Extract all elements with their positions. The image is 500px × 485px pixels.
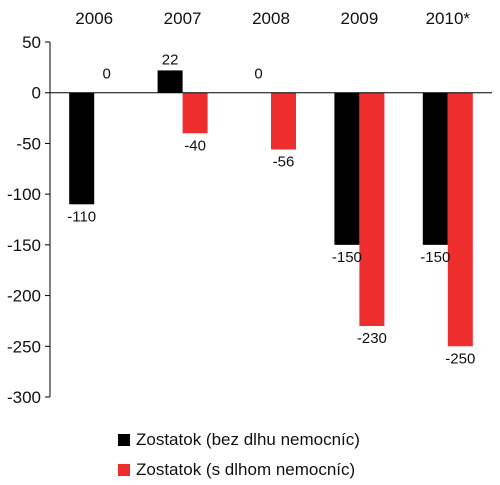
data-label-series-2: -230 xyxy=(357,330,387,347)
legend-label-series-1: Zostatok (bez dlhu nemocníc) xyxy=(136,430,360,449)
bar-series-2 xyxy=(447,92,473,347)
data-label-series-2: -250 xyxy=(445,350,475,367)
bar-series-1 xyxy=(422,92,448,245)
legend-item-series-2: Zostatok (s dlhom nemocníc) xyxy=(118,455,360,485)
data-label-series-2: -56 xyxy=(273,154,295,171)
bar-series-2 xyxy=(271,92,296,150)
data-label-series-1: 22 xyxy=(162,51,179,68)
y-tick-label: -150 xyxy=(7,236,41,255)
legend-label-series-2: Zostatok (s dlhom nemocníc) xyxy=(136,460,356,479)
bar-series-1 xyxy=(69,92,95,205)
y-tick-label: 0 xyxy=(32,84,41,103)
legend-swatch-series-1 xyxy=(118,434,130,446)
x-category-label: 2006 xyxy=(75,9,113,28)
bar-series-1 xyxy=(334,92,360,245)
x-category-label: 2008 xyxy=(252,9,290,28)
data-label-series-2: -40 xyxy=(184,137,206,154)
y-axis-ticks: 50 0 -50 -100 -150 -200 -250 -300 xyxy=(7,33,50,407)
bar-series-1 xyxy=(157,70,183,93)
legend: Zostatok (bez dlhu nemocníc) Zostatok (s… xyxy=(118,425,360,485)
data-label-series-1: -150 xyxy=(420,249,450,266)
legend-item-series-1: Zostatok (bez dlhu nemocníc) xyxy=(118,425,360,455)
y-tick-label: -250 xyxy=(7,337,41,356)
bars xyxy=(69,70,473,347)
data-label-series-1: 0 xyxy=(254,66,262,83)
bar-series-2 xyxy=(359,92,385,326)
y-tick-label: -50 xyxy=(16,134,41,153)
y-tick-label: 50 xyxy=(22,33,41,52)
data-label-series-1: -150 xyxy=(332,249,362,266)
y-tick-label: -200 xyxy=(7,287,41,306)
data-label-series-2: 0 xyxy=(103,66,111,83)
data-label-series-1: -110 xyxy=(67,208,96,225)
x-category-label: 2007 xyxy=(164,9,202,28)
y-tick-label: -100 xyxy=(7,185,41,204)
x-category-label: 2010* xyxy=(426,9,471,28)
data-labels: -110 0 22 -40 0 -56 -150 -230 -150 -250 xyxy=(67,51,475,367)
bar-series-2 xyxy=(182,92,208,134)
chart: 500-50-100-150-200-250-300 2006 2007 2008 2… xyxy=(7,9,492,407)
x-category-label: 2009 xyxy=(340,9,378,28)
category-labels: 2006 2007 2008 2009 2010* xyxy=(75,9,470,28)
legend-swatch-series-2 xyxy=(118,464,130,476)
y-tick-label: -300 xyxy=(7,388,41,407)
